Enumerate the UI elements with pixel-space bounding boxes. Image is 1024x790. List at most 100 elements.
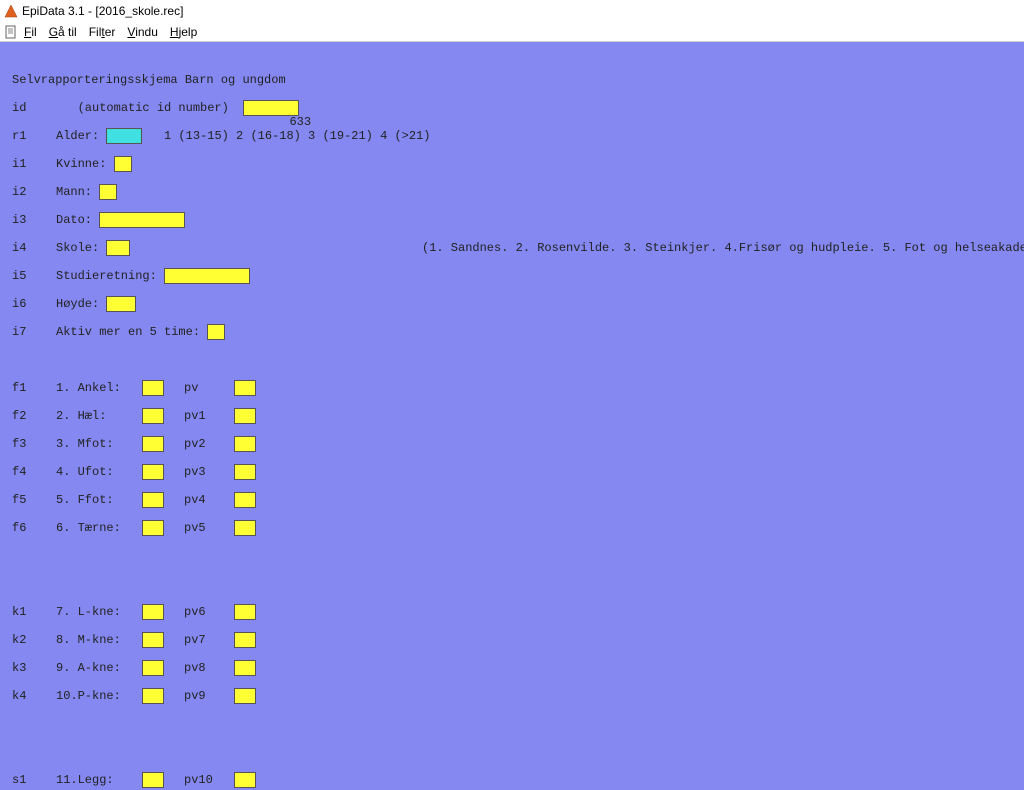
field-code: r1 [12,129,56,143]
data-row-k1: k17. L-kne:pv6 [12,598,1012,626]
r1-row: r1 Alder: 1 (13-15) 2 (16-18) 3 (19-21) … [12,122,1012,150]
id-field[interactable]: 633 [243,100,299,116]
pv-label: pv [184,381,234,395]
id-row: id (automatic id number) 633 [12,94,1012,122]
pv-label: pv2 [184,437,234,451]
form-area: Selvrapporteringsskjema Barn og ungdom i… [0,42,1024,790]
field-label: 8. M-kne: [56,633,142,647]
pv5-field[interactable] [234,520,256,536]
field-code: f1 [12,381,56,395]
field-label: 4. Ufot: [56,465,142,479]
field-code: i7 [12,325,56,339]
i2-field[interactable] [99,184,117,200]
field-code: i1 [12,157,56,171]
field-label: Høyde: [56,297,106,311]
menu-item-filter[interactable]: Filter [89,25,116,39]
field-code: i6 [12,297,56,311]
pv-label: pv1 [184,409,234,423]
menu-item-fil[interactable]: Fil [24,25,37,39]
pv3-field[interactable] [234,464,256,480]
pv1-field[interactable] [234,408,256,424]
field-code: f3 [12,437,56,451]
pv-label: pv4 [184,493,234,507]
menu-item-gå-til[interactable]: Gå til [49,25,77,39]
pv8-field[interactable] [234,660,256,676]
pv10-field[interactable] [234,772,256,788]
info-row-i4: i4Skole: (1. Sandnes. 2. Rosenvilde. 3. … [12,234,1012,262]
i3-field[interactable] [99,212,185,228]
window-title: EpiData 3.1 - [2016_skole.rec] [22,4,183,18]
i1-field[interactable] [114,156,132,172]
field-code: f5 [12,493,56,507]
field-label: 5. Ffot: [56,493,142,507]
data-row-f3: f33. Mfot:pv2 [12,430,1012,458]
info-row-i1: i1Kvinne: [12,150,1012,178]
field-code: k2 [12,633,56,647]
field-label: 1. Ankel: [56,381,142,395]
alder-field[interactable] [106,128,142,144]
data-row-f2: f22. Hæl:pv1 [12,402,1012,430]
field-code: i3 [12,213,56,227]
pv-label: pv8 [184,661,234,675]
s1-field[interactable] [142,772,164,788]
pv7-field[interactable] [234,632,256,648]
pv-field[interactable] [234,380,256,396]
form-heading: Selvrapporteringsskjema Barn og ungdom [12,73,286,87]
spacer [12,346,1012,374]
field-code: f2 [12,409,56,423]
title-bar: EpiData 3.1 - [2016_skole.rec] [0,0,1024,22]
field-label: Mann: [56,185,99,199]
data-row-f1: f11. Ankel: pv [12,374,1012,402]
app-icon [4,4,18,18]
data-row-f4: f44. Ufot:pv3 [12,458,1012,486]
field-code: i4 [12,241,56,255]
k2-field[interactable] [142,632,164,648]
f6-field[interactable] [142,520,164,536]
data-row-f5: f55. Ffot: pv4 [12,486,1012,514]
f3-field[interactable] [142,436,164,452]
id-value: 633 [287,115,313,129]
field-label: 11.Legg: [56,773,142,787]
field-label: Aktiv mer en 5 time: [56,325,207,339]
spacer [12,710,1012,738]
f4-field[interactable] [142,464,164,480]
pv-label: pv3 [184,465,234,479]
pv6-field[interactable] [234,604,256,620]
form-heading-row: Selvrapporteringsskjema Barn og ungdom [12,66,1012,94]
field-label: Kvinne: [56,157,114,171]
menu-item-vindu[interactable]: Vindu [127,25,157,39]
i4-field[interactable] [106,240,130,256]
f2-field[interactable] [142,408,164,424]
info-row-i6: i6Høyde: [12,290,1012,318]
info-row-i3: i3Dato: [12,206,1012,234]
field-code: k4 [12,689,56,703]
menu-bar: Fil Gå til Filter Vindu Hjelp [0,22,1024,42]
field-note: (1. Sandnes. 2. Rosenvilde. 3. Steinkjer… [422,241,1024,255]
field-label: 7. L-kne: [56,605,142,619]
data-row-k2: k28. M-kne: pv7 [12,626,1012,654]
data-row-s1: s111.Legg:pv10 [12,766,1012,790]
field-label: Studieretning: [56,269,164,283]
spacer [12,570,1012,598]
pv-label: pv7 [184,633,234,647]
field-label: 10.P-kne: [56,689,142,703]
field-code: i2 [12,185,56,199]
pv2-field[interactable] [234,436,256,452]
spacer [12,542,1012,570]
menu-item-hjelp[interactable]: Hjelp [170,25,197,39]
pv9-field[interactable] [234,688,256,704]
data-row-f6: f66. Tærne:pv5 [12,514,1012,542]
field-label: 9. A-kne: [56,661,142,675]
k1-field[interactable] [142,604,164,620]
field-label: Dato: [56,213,99,227]
f5-field[interactable] [142,492,164,508]
k4-field[interactable] [142,688,164,704]
i5-field[interactable] [164,268,250,284]
k3-field[interactable] [142,660,164,676]
id-label: (automatic id number) [78,101,229,115]
pv4-field[interactable] [234,492,256,508]
f1-field[interactable] [142,380,164,396]
i6-field[interactable] [106,296,136,312]
info-row-i2: i2Mann: [12,178,1012,206]
i7-field[interactable] [207,324,225,340]
